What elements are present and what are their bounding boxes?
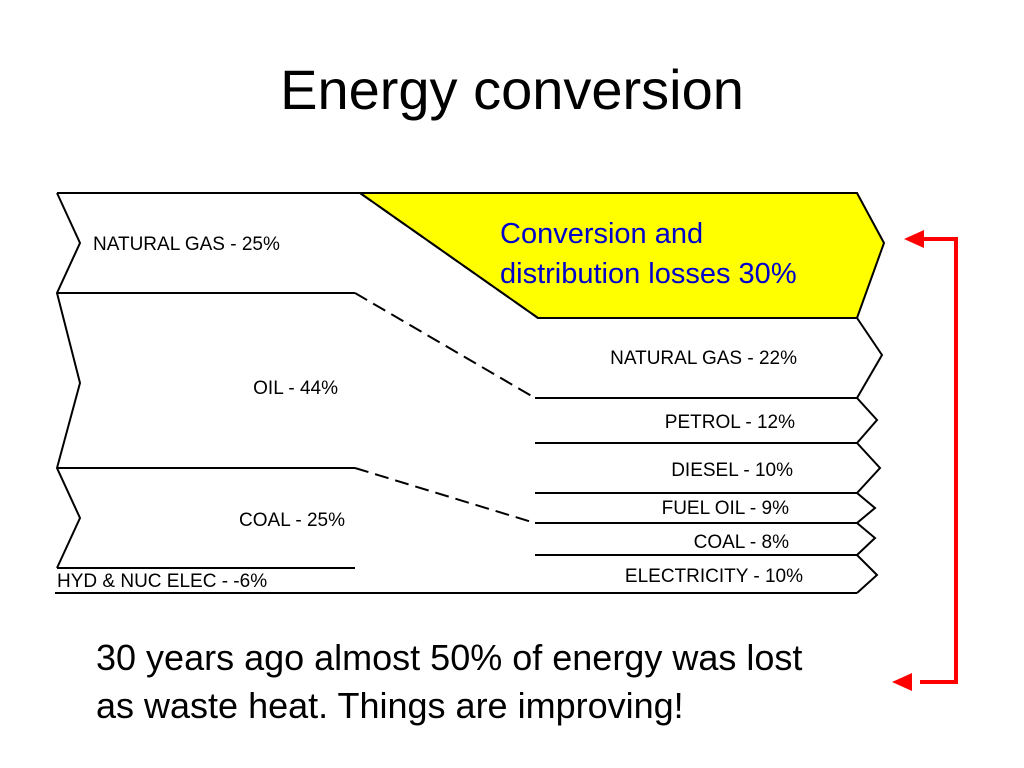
losses-label-line1: Conversion and bbox=[500, 218, 703, 250]
input-label-oil: OIL - 44% bbox=[253, 378, 338, 399]
red-bracket-arrow-icon bbox=[892, 230, 958, 691]
caption: 30 years ago almost 50% of energy was lo… bbox=[96, 634, 896, 730]
output-label-electricity: ELECTRICITY - 10% bbox=[625, 566, 803, 587]
input-left-edge bbox=[55, 192, 82, 569]
losses-label-line2: distribution losses 30% bbox=[500, 258, 797, 290]
output-label-petrol: PETROL - 12% bbox=[665, 412, 795, 433]
output-label-diesel: DIESEL - 10% bbox=[671, 460, 793, 481]
input-label-natural-gas: NATURAL GAS - 25% bbox=[93, 234, 280, 255]
output-label-natural-gas: NATURAL GAS - 22% bbox=[610, 348, 797, 369]
output-label-coal: COAL - 8% bbox=[694, 532, 789, 553]
input-label-hyd-nuc: HYD & NUC ELEC - -6% bbox=[57, 571, 267, 592]
slide-title: Energy conversion bbox=[280, 58, 744, 121]
losses-band bbox=[356, 192, 886, 319]
dashed-transition-top bbox=[359, 192, 539, 319]
output-label-fuel-oil: FUEL OIL - 9% bbox=[662, 498, 790, 519]
output-band-electricity bbox=[535, 554, 879, 594]
dashed-transition-oil bbox=[354, 467, 536, 524]
caption-line-2: as waste heat. Things are improving! bbox=[96, 685, 684, 726]
input-label-coal: COAL - 25% bbox=[239, 510, 345, 531]
dashed-transition-gas bbox=[354, 292, 536, 399]
caption-line-1: 30 years ago almost 50% of energy was lo… bbox=[96, 637, 803, 678]
